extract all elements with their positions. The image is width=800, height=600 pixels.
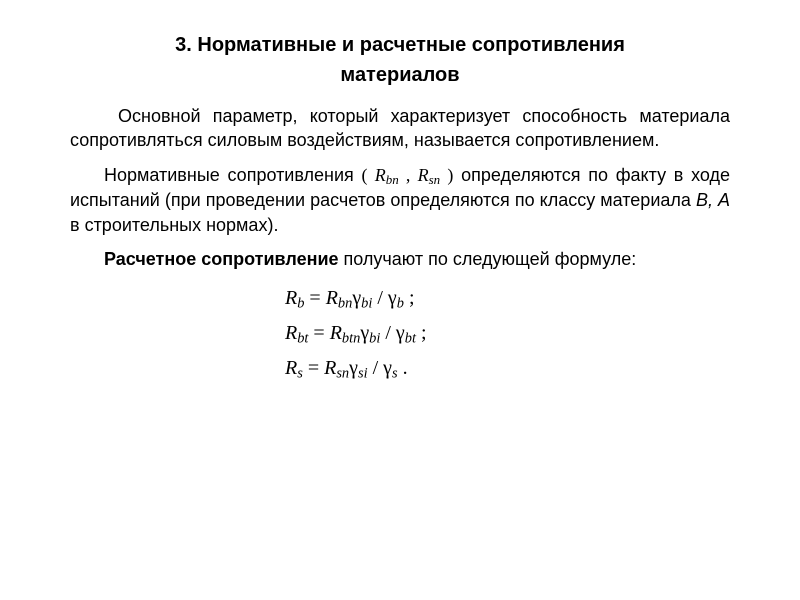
f1-g1-sub: bi bbox=[361, 296, 372, 312]
formula-3: Rs = Rsnγsi / γs . bbox=[285, 351, 515, 386]
f3-slash: / bbox=[368, 357, 384, 379]
para3-bold: Расчетное сопротивление bbox=[104, 249, 339, 269]
para2-text-c: в строительных нормах). bbox=[70, 215, 278, 235]
formula-1: Rb = Rbnγbi / γb ; bbox=[285, 281, 515, 316]
f2-end: ; bbox=[416, 322, 427, 344]
para3-rest: получают по следующей формуле: bbox=[339, 249, 637, 269]
f3-lhs-R: R bbox=[285, 357, 297, 379]
f2-r-sub: btn bbox=[342, 331, 360, 347]
f1-lhs-R: R bbox=[285, 287, 297, 309]
f3-g2: γ bbox=[383, 357, 392, 379]
f1-g2: γ bbox=[388, 287, 397, 309]
formula-1-wrap: Rb = Rbnγbi / γb ; bbox=[70, 281, 730, 316]
section-heading: 3. Нормативные и расчетные сопротивления… bbox=[70, 30, 730, 90]
formula-3-wrap: Rs = Rsnγsi / γs . bbox=[70, 351, 730, 386]
subscript-bn: bn bbox=[386, 172, 399, 187]
f2-g1-sub: bi bbox=[369, 331, 380, 347]
f3-end: . bbox=[398, 357, 408, 379]
formula-block: Rb = Rbnγbi / γb ; Rbt = Rbtnγbi / γbt ;… bbox=[70, 281, 730, 386]
f1-slash: / bbox=[372, 287, 388, 309]
heading-line-1: 3. Нормативные и расчетные сопротивления bbox=[175, 34, 625, 56]
symbol-R1: R bbox=[375, 165, 386, 185]
f2-lhs-R: R bbox=[285, 322, 297, 344]
document-page: 3. Нормативные и расчетные сопротивления… bbox=[0, 0, 800, 416]
f1-g1: γ bbox=[352, 287, 361, 309]
para2-text-a: Нормативные сопротивления bbox=[104, 165, 362, 185]
f3-eq: = bbox=[303, 357, 324, 379]
f2-g1: γ bbox=[360, 322, 369, 344]
paragraph-1: Основной параметр, который характеризует… bbox=[70, 104, 730, 153]
paragraph-2: Нормативные сопротивления ( Rbn , Rsn ) … bbox=[70, 163, 730, 237]
f2-r-R: R bbox=[330, 322, 342, 344]
f1-r-R: R bbox=[326, 287, 338, 309]
f3-g1-sub: si bbox=[358, 366, 368, 382]
inline-formula: ( Rbn , Rsn ) bbox=[362, 165, 454, 185]
heading-line-2: материалов bbox=[340, 64, 459, 86]
classes-BA: В, А bbox=[696, 190, 730, 210]
f1-end: ; bbox=[404, 287, 415, 309]
symbol-R2: R bbox=[418, 165, 429, 185]
f3-r-R: R bbox=[324, 357, 336, 379]
paragraph-3: Расчетное сопротивление получают по след… bbox=[70, 247, 730, 271]
f2-lhs-sub: bt bbox=[297, 331, 308, 347]
f1-g2-sub: b bbox=[397, 296, 404, 312]
f2-g2: γ bbox=[396, 322, 405, 344]
f1-r-sub: bn bbox=[338, 296, 352, 312]
f3-r-sub: sn bbox=[336, 366, 349, 382]
inline-comma: , bbox=[399, 165, 418, 185]
paren-close: ) bbox=[440, 165, 453, 185]
subscript-sn: sn bbox=[429, 172, 441, 187]
f1-eq: = bbox=[304, 287, 325, 309]
f2-slash: / bbox=[380, 322, 396, 344]
formula-2-wrap: Rbt = Rbtnγbi / γbt ; bbox=[70, 316, 730, 351]
f2-g2-sub: bt bbox=[405, 331, 416, 347]
f3-g1: γ bbox=[349, 357, 358, 379]
formula-2: Rbt = Rbtnγbi / γbt ; bbox=[285, 316, 515, 351]
paren-open: ( bbox=[362, 165, 375, 185]
f2-eq: = bbox=[308, 322, 329, 344]
